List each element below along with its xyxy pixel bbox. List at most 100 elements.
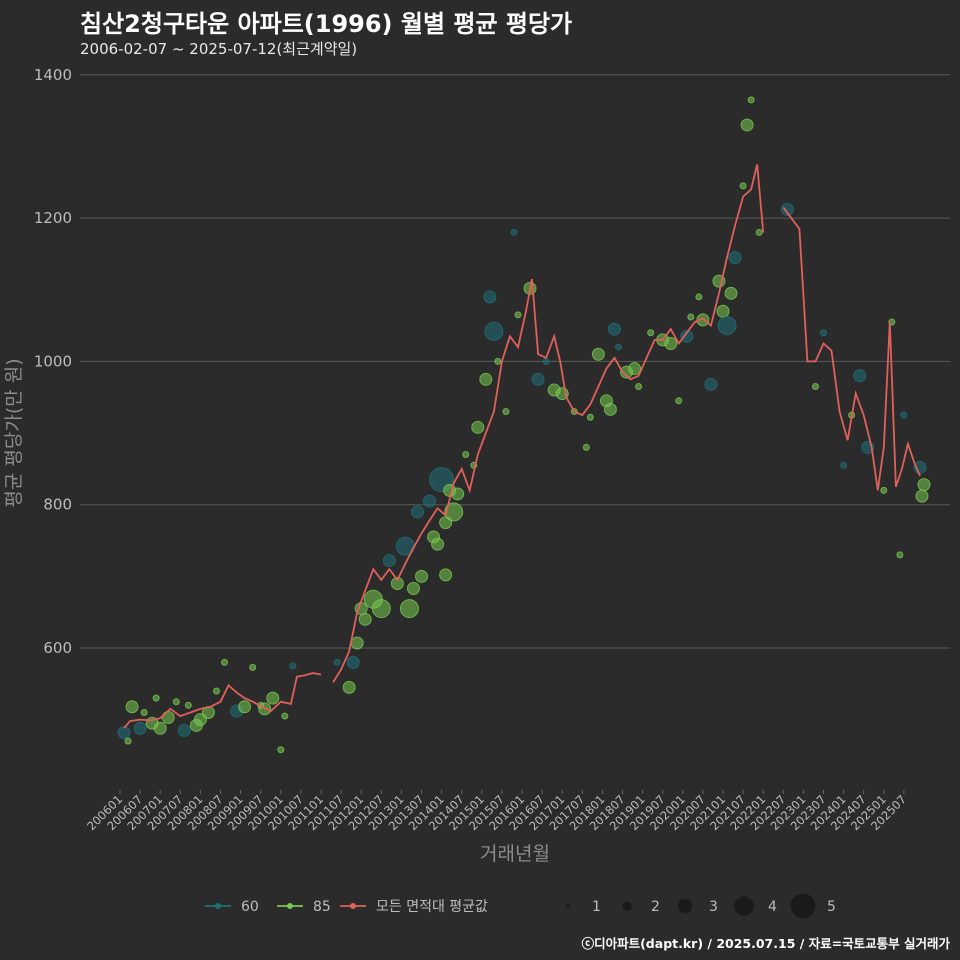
chart-subtitle: 2006-02-07 ~ 2025-07-12(최근계약일) xyxy=(80,40,358,58)
legend-size-label: 3 xyxy=(709,899,718,915)
data-point-60 xyxy=(531,372,545,386)
data-point-60 xyxy=(346,655,360,669)
data-point-85 xyxy=(479,372,493,386)
data-point-85 xyxy=(439,568,453,582)
source-caption: ⓒ디아파트(dapt.kr) / 2025.07.15 / 자료=국토교통부 실… xyxy=(581,936,950,951)
legend-size-label: 4 xyxy=(768,899,777,915)
data-point-85 xyxy=(514,311,522,319)
data-point-85 xyxy=(451,487,465,501)
y-axis-title: 평균 평당가(만 원) xyxy=(3,358,25,507)
data-point-85 xyxy=(739,182,747,190)
y-tick-label: 1000 xyxy=(34,352,72,370)
data-point-85 xyxy=(687,313,695,321)
data-point-85 xyxy=(896,551,904,559)
data-point-85 xyxy=(221,658,229,666)
data-point-85 xyxy=(125,700,139,714)
legend-size-dot xyxy=(566,904,570,908)
data-point-85 xyxy=(238,700,252,714)
data-point-85 xyxy=(628,362,642,376)
data-point-85 xyxy=(664,336,678,350)
legend-size-dot xyxy=(790,893,816,919)
data-point-60 xyxy=(728,251,742,265)
y-tick-label: 1400 xyxy=(34,66,72,84)
avg-line xyxy=(123,164,921,729)
y-tick-label: 1200 xyxy=(34,209,72,227)
data-point-85 xyxy=(399,599,419,619)
data-point-85 xyxy=(277,746,285,754)
data-point-85 xyxy=(406,582,420,596)
data-point-85 xyxy=(462,451,470,459)
data-point-60 xyxy=(704,377,718,391)
data-point-60 xyxy=(382,554,396,568)
data-point-60 xyxy=(607,322,621,336)
legend-label: 60 xyxy=(241,899,259,915)
data-point-60 xyxy=(780,203,794,217)
data-point-85 xyxy=(431,537,445,551)
data-point-60 xyxy=(423,494,437,508)
legend: 60 85 모든 면적대 평균값 1 2 3 4 5 xyxy=(205,893,836,919)
legend-size-label: 1 xyxy=(592,899,601,915)
data-point-85 xyxy=(917,478,931,492)
data-point-60 xyxy=(717,316,737,336)
data-point-85 xyxy=(915,489,929,503)
data-point-85 xyxy=(152,694,160,702)
data-point-60 xyxy=(614,343,622,351)
data-point-85 xyxy=(140,708,148,716)
data-point-60 xyxy=(117,726,131,740)
y-tick-label: 800 xyxy=(43,496,72,514)
data-point-85 xyxy=(350,636,364,650)
legend-label: 85 xyxy=(313,899,331,915)
x-axis-title: 거래년월 xyxy=(480,843,550,865)
data-point-60 xyxy=(680,329,694,343)
legend-size-dot xyxy=(677,898,693,914)
legend-swatch-dot xyxy=(215,903,221,909)
legend-swatch-dot xyxy=(350,903,356,909)
data-point-60 xyxy=(133,721,147,735)
avg-line-segment xyxy=(332,164,765,683)
data-point-60 xyxy=(177,723,191,737)
data-point-85 xyxy=(582,443,590,451)
data-point-85 xyxy=(675,397,683,405)
data-point-85 xyxy=(124,737,132,745)
data-point-60 xyxy=(510,228,518,236)
data-point-60 xyxy=(820,329,827,337)
data-point-85 xyxy=(342,680,356,694)
data-point-85 xyxy=(358,612,372,626)
data-point-85 xyxy=(494,357,502,365)
data-point-60 xyxy=(333,658,341,666)
data-point-60 xyxy=(542,357,550,365)
data-point-85 xyxy=(371,599,391,619)
legend-size-label: 2 xyxy=(651,899,660,915)
data-point-85 xyxy=(266,691,280,705)
data-point-85 xyxy=(716,304,730,318)
data-point-85 xyxy=(755,228,763,236)
data-point-85 xyxy=(747,96,755,104)
data-point-85 xyxy=(390,577,404,591)
avg-line-segment xyxy=(782,206,921,491)
data-point-85 xyxy=(444,502,464,522)
data-point-85 xyxy=(740,118,754,132)
data-point-85 xyxy=(586,413,594,421)
data-point-85 xyxy=(249,663,257,671)
data-point-85 xyxy=(696,313,710,327)
data-point-85 xyxy=(212,687,220,695)
data-point-60 xyxy=(484,321,504,341)
data-point-85 xyxy=(724,286,738,300)
legend-label: 모든 면적대 평균값 xyxy=(376,899,488,915)
data-point-85 xyxy=(635,382,643,390)
legend-swatch-dot xyxy=(287,903,293,909)
data-point-85 xyxy=(647,329,655,337)
y-axis-ticks: 600 800 1000 1200 1400 xyxy=(34,66,72,657)
x-axis-ticks: 2006012006072007012007072008012008072009… xyxy=(84,790,909,833)
data-point-85 xyxy=(193,713,207,727)
data-point-85 xyxy=(172,698,180,706)
data-point-85 xyxy=(880,486,888,494)
legend-size-dot xyxy=(622,901,632,911)
data-point-60 xyxy=(900,411,908,419)
y-tick-label: 600 xyxy=(43,639,72,657)
data-point-85 xyxy=(161,711,175,725)
avg-line-segment xyxy=(123,672,322,729)
data-point-85 xyxy=(153,721,167,735)
legend-size-dot xyxy=(734,896,754,916)
